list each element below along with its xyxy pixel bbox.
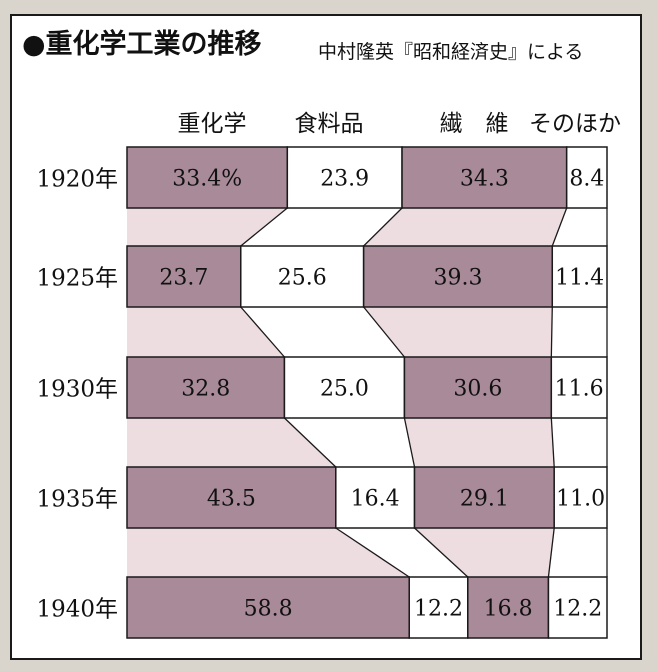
category-label-4: 1940年 <box>36 597 118 623</box>
bar-2-4 <box>467 576 550 639</box>
connector-line-1-0 <box>240 207 288 247</box>
data-label-2-2: 30.6 <box>453 377 502 402</box>
category-label-1: 1925年 <box>36 266 118 292</box>
data-label-0-0: 33.4% <box>172 167 242 192</box>
legend-label-0: 重化学 <box>178 111 247 137</box>
data-label-3-0: 8.4 <box>569 167 604 192</box>
connector-line-3-3 <box>547 527 555 578</box>
bar-0-1 <box>126 245 242 308</box>
connector-line-3-1 <box>550 306 553 358</box>
connector-line-2-1 <box>363 306 405 358</box>
data-label-0-2: 32.8 <box>181 377 230 402</box>
data-label-0-1: 23.7 <box>159 266 208 291</box>
bar-2-0 <box>401 146 568 209</box>
connector-1-3 <box>335 528 468 577</box>
category-label-3: 1935年 <box>36 487 118 513</box>
bar-3-0 <box>565 146 608 209</box>
bar-2-3 <box>413 466 555 529</box>
bar-0-2 <box>126 356 286 419</box>
bar-3-4 <box>547 576 608 639</box>
legend-label-3: そのほか <box>529 111 621 137</box>
connector-2-2 <box>404 418 555 467</box>
data-label-3-4: 12.2 <box>553 597 602 622</box>
connector-line-1-3 <box>335 527 410 578</box>
data-label-1-4: 12.2 <box>414 597 463 622</box>
data-label-1-0: 23.9 <box>320 167 369 192</box>
data-label-3-3: 11.0 <box>556 487 605 512</box>
connector-3-3 <box>548 528 607 577</box>
connector-line-3-0 <box>551 207 568 247</box>
data-label-1-1: 25.6 <box>278 266 327 291</box>
bar-2-1 <box>362 245 554 308</box>
connector-line-1-1 <box>240 306 285 358</box>
data-label-2-3: 29.1 <box>460 487 509 512</box>
connector-1-2 <box>284 418 415 467</box>
connector-0-3 <box>127 528 410 577</box>
connector-2-0 <box>363 208 567 246</box>
category-label-0: 1920年 <box>36 167 118 193</box>
connector-3-1 <box>551 307 607 357</box>
bar-0-0 <box>126 146 289 209</box>
bar-0-4 <box>126 576 410 639</box>
bar-1-3 <box>335 466 416 529</box>
chart-title: ●重化学工業の推移 <box>22 29 262 60</box>
bar-3-2 <box>550 356 608 419</box>
bar-3-3 <box>553 466 608 529</box>
connector-0-1 <box>127 307 285 357</box>
connector-line-2-0 <box>363 207 403 247</box>
data-label-0-4: 58.8 <box>244 597 293 622</box>
data-label-3-1: 11.4 <box>555 266 604 291</box>
connector-line-2-3 <box>414 527 469 578</box>
connector-0-2 <box>127 418 336 467</box>
data-label-1-3: 16.4 <box>351 487 400 512</box>
data-label-3-2: 11.6 <box>555 377 604 402</box>
data-label-2-1: 39.3 <box>433 266 482 291</box>
data-label-2-4: 16.8 <box>484 597 533 622</box>
category-label-2: 1930年 <box>36 377 118 403</box>
connector-line-1-2 <box>283 417 337 468</box>
connector-line-3-2 <box>550 417 555 468</box>
bar-3-1 <box>551 245 608 308</box>
connector-line-2-2 <box>403 417 416 468</box>
connector-2-3 <box>414 528 555 577</box>
connector-3-2 <box>551 418 607 467</box>
chart-source: 中村隆英『昭和経済史』による <box>318 41 584 63</box>
connector-2-1 <box>363 307 553 357</box>
connector-0-0 <box>127 208 288 246</box>
bar-1-2 <box>283 356 406 419</box>
bar-2-2 <box>403 356 553 419</box>
bar-1-4 <box>408 576 469 639</box>
data-label-1-2: 25.0 <box>320 377 369 402</box>
connector-1-0 <box>240 208 403 246</box>
data-label-0-3: 43.5 <box>207 487 256 512</box>
legend-label-2: 繊 維 <box>440 111 509 137</box>
bar-0-3 <box>126 466 337 529</box>
data-label-2-0: 34.3 <box>460 167 509 192</box>
connector-1-1 <box>240 307 405 357</box>
legend-label-1: 食料品 <box>295 111 364 137</box>
connector-3-0 <box>552 208 607 246</box>
bar-1-0 <box>286 146 403 209</box>
